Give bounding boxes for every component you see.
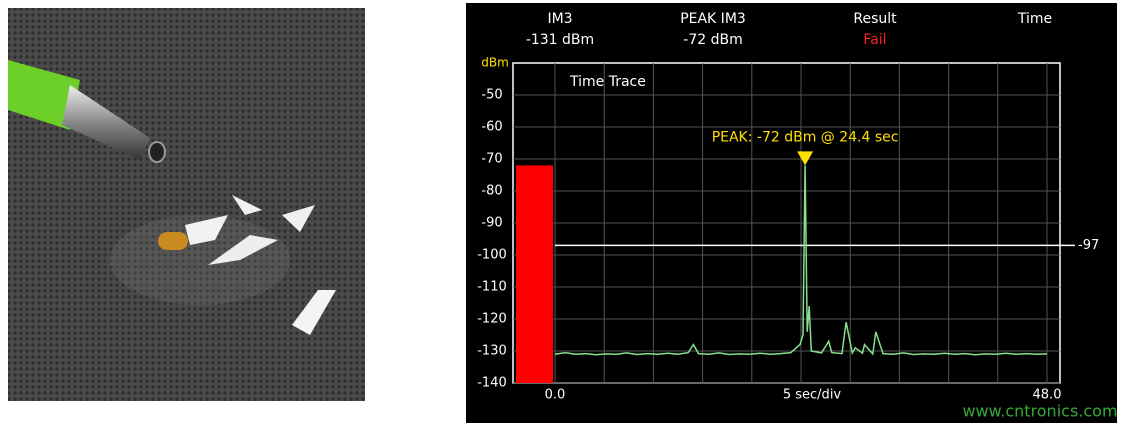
peak-annotation: PEAK: -72 dBm @ 24.4 sec <box>712 129 899 145</box>
level-bar <box>516 165 553 383</box>
header-label: Time <box>1017 11 1052 27</box>
y-axis-label: dBm <box>481 56 509 70</box>
y-tick-label: -60 <box>481 120 502 135</box>
analyzer-screen <box>466 3 1117 423</box>
y-tick-label: -130 <box>477 344 507 359</box>
header-value: -72 dBm <box>683 32 742 48</box>
header-value: Fail <box>863 32 886 48</box>
y-tick-label: -110 <box>477 280 507 295</box>
x-axis-label: 5 sec/div <box>783 388 842 403</box>
trace-line <box>554 165 1048 356</box>
header-label: Result <box>853 11 897 27</box>
x-tick-label: 48.0 <box>1033 388 1062 403</box>
header-label: IM3 <box>547 11 572 27</box>
watermark: www.cntronics.com <box>962 402 1117 421</box>
y-tick-label: -80 <box>481 184 502 199</box>
header-value: -131 dBm <box>526 32 594 48</box>
y-tick-label: -140 <box>477 376 507 391</box>
threshold-label: -97 <box>1078 238 1099 253</box>
y-tick-label: -90 <box>481 216 502 231</box>
y-tick-label: -70 <box>481 152 502 167</box>
peak-marker <box>797 151 814 166</box>
chart-title: Time Trace <box>569 74 646 90</box>
y-tick-label: -120 <box>477 312 507 327</box>
photo <box>8 8 365 401</box>
y-tick-label: -50 <box>481 88 502 103</box>
x-tick-label: 0.0 <box>545 388 566 403</box>
y-tick-label: -100 <box>477 248 507 263</box>
header-label: PEAK IM3 <box>680 11 746 27</box>
